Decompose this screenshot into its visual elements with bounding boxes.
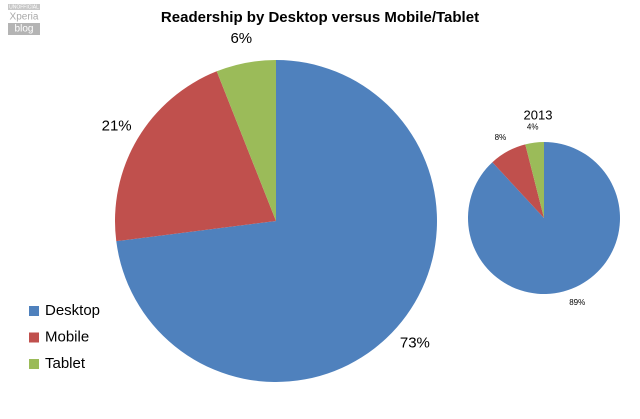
data-label: 73%: [400, 334, 430, 351]
legend-swatch: [29, 332, 39, 343]
data-label: 21%: [102, 118, 132, 135]
watermark: UNOFFICIAL: [9, 4, 39, 10]
watermark-bg: [8, 23, 40, 35]
watermark-bg: [8, 4, 40, 10]
legend-swatch: [29, 359, 39, 369]
data-label: 6%: [230, 30, 252, 47]
pie-slice: [525, 142, 544, 218]
pie-slice: [216, 60, 276, 221]
pie-slice: [115, 71, 276, 242]
chart-title: Readership by Desktop versus Mobile/Tabl…: [161, 9, 479, 26]
watermark: Xperia: [10, 12, 39, 23]
pie-slice: [116, 60, 437, 382]
data-label: 89%: [569, 298, 585, 307]
data-label: 4%: [527, 123, 539, 132]
data-label: 8%: [495, 133, 507, 142]
legend-swatch: [29, 306, 39, 316]
legend-label: Tablet: [45, 355, 86, 372]
pie-title: 2013: [524, 107, 553, 122]
legend-label: Desktop: [45, 302, 100, 319]
watermark: blog: [15, 24, 34, 35]
pie-slice: [492, 144, 544, 218]
legend-label: Mobile: [45, 328, 89, 345]
